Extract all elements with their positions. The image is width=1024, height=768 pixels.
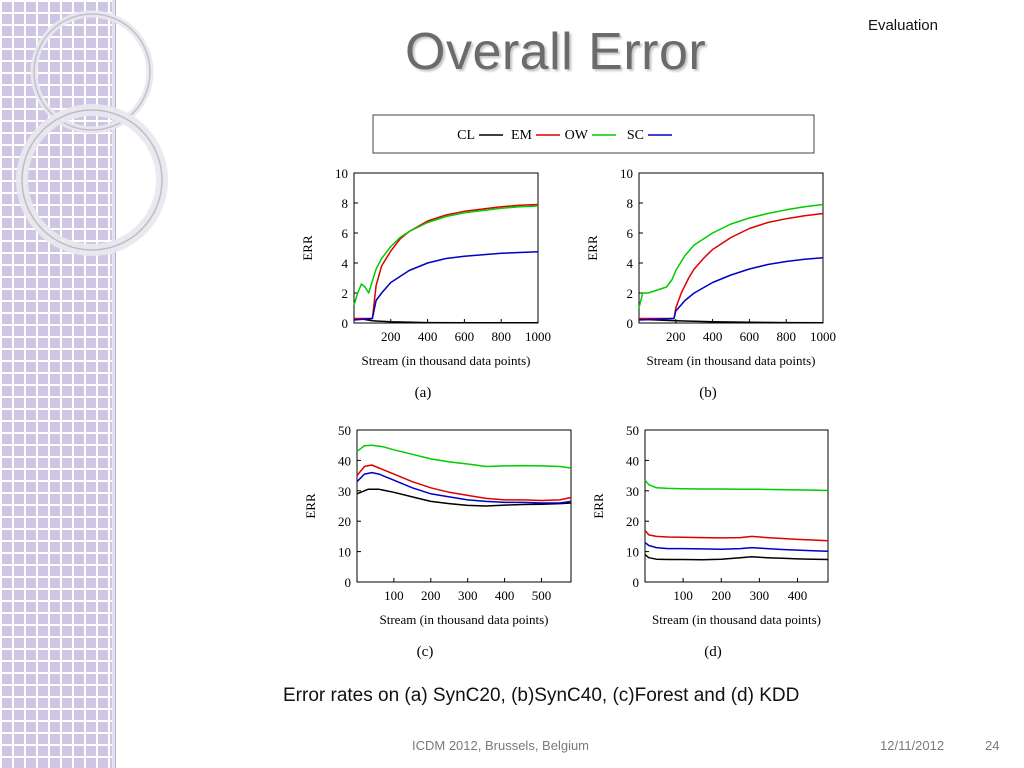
series-line-ow xyxy=(353,205,539,306)
y-tick-label: 0 xyxy=(627,316,634,331)
y-tick-label: 20 xyxy=(626,514,639,529)
legend-label-ow: OW xyxy=(565,128,589,143)
x-tick-label: 100 xyxy=(384,588,404,603)
sidebar-edge-line xyxy=(115,0,116,768)
y-tick-label: 30 xyxy=(626,484,639,499)
x-tick-label: 200 xyxy=(381,329,401,344)
y-tick-label: 40 xyxy=(626,453,639,468)
x-tick-label: 1000 xyxy=(525,329,551,344)
plot-area xyxy=(644,429,829,583)
subfigure-label: (c) xyxy=(417,644,434,660)
y-tick-label: 6 xyxy=(342,226,349,241)
series-line-sc xyxy=(644,541,829,553)
subfigure-label: (b) xyxy=(699,385,717,401)
y-tick-label: 4 xyxy=(342,256,349,271)
series-line-ow xyxy=(356,444,572,469)
series-line-sc xyxy=(353,251,539,321)
figure-caption: Error rates on (a) SynC20, (b)SynC40, (c… xyxy=(283,685,800,706)
footer-date: 12/11/2012 xyxy=(880,738,945,753)
series-line-ow xyxy=(638,203,824,309)
series-line-em xyxy=(356,464,572,502)
x-tick-label: 200 xyxy=(712,588,732,603)
legend-label-cl: CL xyxy=(457,128,475,143)
y-tick-label: 10 xyxy=(338,545,351,560)
x-tick-label: 300 xyxy=(458,588,478,603)
y-tick-label: 2 xyxy=(342,286,349,301)
decorative-rings xyxy=(16,10,168,256)
y-tick-label: 4 xyxy=(627,256,634,271)
page-number: 24 xyxy=(985,738,1000,753)
footer-venue: ICDM 2012, Brussels, Belgium xyxy=(412,738,590,753)
chart-panel-a: 0 2 4 6 8 10 200 400 600 800 1000 Stream (in thousa… xyxy=(300,166,551,401)
series-line-sc xyxy=(356,471,572,504)
x-axis-label: Stream (in thousand data points) xyxy=(380,612,549,627)
plot-area xyxy=(638,172,824,324)
legend-box xyxy=(372,114,815,154)
x-tick-label: 800 xyxy=(776,329,796,344)
legend-label-sc: SC xyxy=(627,128,644,143)
x-axis-label: Stream (in thousand data points) xyxy=(647,353,816,368)
plot-area xyxy=(353,172,539,324)
x-tick-label: 800 xyxy=(491,329,511,344)
x-tick-label: 300 xyxy=(750,588,770,603)
y-tick-label: 40 xyxy=(338,453,351,468)
y-axis-label: ERR xyxy=(585,235,600,261)
y-tick-label: 10 xyxy=(335,166,348,181)
plot-area xyxy=(356,429,572,583)
subfigure-label: (d) xyxy=(704,644,722,660)
x-axis-label: Stream (in thousand data points) xyxy=(362,353,531,368)
x-axis-label: Stream (in thousand data points) xyxy=(652,612,821,627)
y-tick-label: 20 xyxy=(338,514,351,529)
y-tick-label: 10 xyxy=(626,545,639,560)
chart-panel-b: 0 2 4 6 8 10 200 400 600 800 1000 Stream (in thousa… xyxy=(585,166,836,401)
x-tick-label: 400 xyxy=(418,329,438,344)
chart-panel-c: 0 10 20 30 40 50 100 200 300 400 500 Stream (in tho… xyxy=(303,423,572,660)
y-tick-label: 2 xyxy=(627,286,634,301)
slide-title: Overall Error xyxy=(405,23,707,81)
y-tick-label: 8 xyxy=(342,196,349,211)
y-tick-label: 0 xyxy=(633,575,640,590)
x-tick-label: 200 xyxy=(421,588,441,603)
section-label: Evaluation xyxy=(867,17,938,34)
y-tick-label: 50 xyxy=(338,423,351,438)
y-tick-label: 8 xyxy=(627,196,634,211)
x-tick-label: 500 xyxy=(532,588,552,603)
subfigure-label: (a) xyxy=(415,385,432,401)
x-tick-label: 600 xyxy=(455,329,475,344)
x-tick-label: 1000 xyxy=(810,329,836,344)
y-tick-label: 30 xyxy=(338,484,351,499)
y-axis-label: ERR xyxy=(300,235,315,261)
sidebar-edge xyxy=(112,0,115,768)
series-line-em xyxy=(644,529,829,542)
legend-label-em: EM xyxy=(511,128,533,143)
legend: CL EM OW SC xyxy=(457,128,672,143)
y-tick-label: 50 xyxy=(626,423,639,438)
y-tick-label: 0 xyxy=(345,575,352,590)
y-tick-label: 6 xyxy=(627,226,634,241)
x-tick-label: 100 xyxy=(673,588,693,603)
x-tick-label: 400 xyxy=(788,588,808,603)
y-tick-label: 0 xyxy=(342,316,349,331)
series-line-cl xyxy=(644,554,829,561)
x-tick-label: 600 xyxy=(740,329,760,344)
chart-panel-d: 0 10 20 30 40 50 100 200 300 400 Stream (in thousa… xyxy=(591,423,829,660)
series-line-sc xyxy=(638,257,824,321)
y-axis-label: ERR xyxy=(591,493,606,519)
series-line-cl xyxy=(356,488,572,507)
x-tick-label: 400 xyxy=(495,588,514,603)
y-axis-label: ERR xyxy=(303,493,318,519)
x-tick-label: 200 xyxy=(666,329,686,344)
y-tick-label: 10 xyxy=(620,166,633,181)
series-line-ow xyxy=(644,479,829,492)
x-tick-label: 400 xyxy=(703,329,723,344)
